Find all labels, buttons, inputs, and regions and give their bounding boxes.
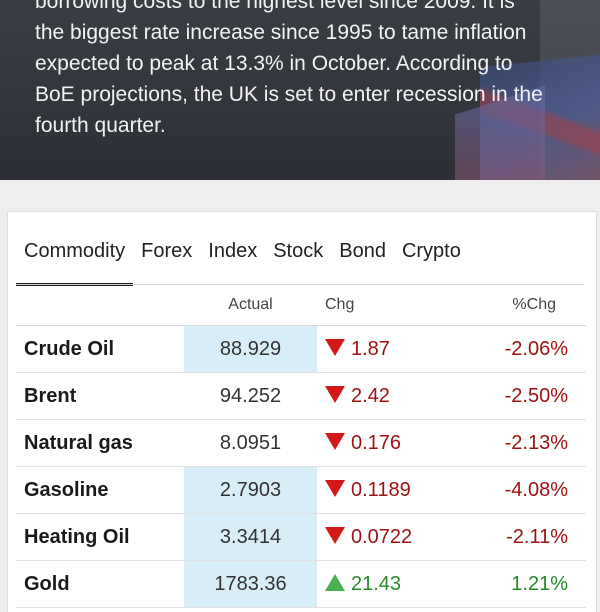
change-cell: 0.0722 [317, 513, 447, 561]
table-row[interactable]: Gasoline 2.7903 0.1189 -4.08% [16, 466, 586, 514]
change-value: 0.0722 [351, 525, 413, 548]
table-row[interactable]: Gold 1783.36 21.43 1.21% [16, 560, 586, 608]
down-arrow-icon [325, 526, 345, 544]
tab-forex[interactable]: Forex [141, 240, 193, 262]
header-actual: Actual [184, 285, 317, 326]
actual-price: 94.252 [184, 372, 317, 420]
percent-change: 1.21% [447, 560, 586, 608]
tab-index[interactable]: Index [208, 240, 258, 262]
actual-price: 8.0951 [184, 419, 317, 467]
percent-change: -2.06% [447, 325, 586, 373]
change-cell: 21.43 [317, 560, 447, 608]
table-row[interactable]: Brent 94.252 2.42 -2.50% [16, 372, 586, 420]
commodity-name[interactable]: Brent [16, 372, 184, 420]
change-cell: 2.42 [317, 372, 447, 420]
change-value: 1.87 [351, 337, 390, 360]
commodity-name[interactable]: Natural gas [16, 419, 184, 467]
article-line: borrowing costs to the highest level sin… [35, 0, 515, 13]
market-tabs: Commodity Forex Index Stock Bond Crypto [16, 230, 469, 286]
change-value: 21.43 [351, 572, 402, 595]
article-line: expected to peak at 13.3% in October. Ac… [35, 52, 513, 75]
actual-price: 2.7903 [184, 466, 317, 514]
actual-price: 1783.36 [184, 560, 317, 608]
percent-change: -2.50% [447, 372, 586, 420]
down-arrow-icon [325, 479, 345, 497]
tab-stock[interactable]: Stock [273, 240, 324, 262]
tabs-divider [16, 284, 584, 285]
up-arrow-icon [325, 573, 345, 591]
header-name [16, 285, 184, 326]
article-text: borrowing costs to the highest level sin… [35, 0, 575, 141]
table-row[interactable]: Heating Oil 3.3414 0.0722 -2.11% [16, 513, 586, 561]
change-value: 0.176 [351, 431, 402, 454]
table-row[interactable]: Natural gas 8.0951 0.176 -2.13% [16, 419, 586, 467]
down-arrow-icon [325, 432, 345, 450]
percent-change: -4.08% [447, 466, 586, 514]
actual-price: 88.929 [184, 325, 317, 373]
commodity-name[interactable]: Gold [16, 560, 184, 608]
article-hero-image: borrowing costs to the highest level sin… [0, 0, 600, 180]
percent-change: -2.11% [447, 513, 586, 561]
tab-crypto[interactable]: Crypto [401, 240, 461, 262]
quotes-table: Actual Chg %Chg Crude Oil 88.929 1.87 -2… [16, 285, 586, 608]
article-line: fourth quarter. [35, 114, 166, 137]
change-cell: 1.87 [317, 325, 447, 373]
tab-bond[interactable]: Bond [339, 240, 386, 262]
tab-commodity[interactable]: Commodity [16, 230, 134, 286]
commodity-name[interactable]: Crude Oil [16, 325, 184, 373]
actual-price: 3.3414 [184, 513, 317, 561]
change-cell: 0.1189 [317, 466, 447, 514]
header-pct-chg: %Chg [447, 285, 586, 326]
change-value: 0.1189 [351, 478, 411, 501]
down-arrow-icon [325, 338, 345, 356]
article-line: BoE projections, the UK is set to enter … [35, 83, 543, 106]
change-value: 2.42 [351, 384, 390, 407]
down-arrow-icon [325, 385, 345, 403]
market-quotes-widget: Commodity Forex Index Stock Bond Crypto … [7, 211, 597, 612]
article-line: the biggest rate increase since 1995 to … [35, 21, 527, 44]
commodity-name[interactable]: Gasoline [16, 466, 184, 514]
percent-change: -2.13% [447, 419, 586, 467]
commodity-name[interactable]: Heating Oil [16, 513, 184, 561]
table-header-row: Actual Chg %Chg [16, 285, 586, 326]
change-cell: 0.176 [317, 419, 447, 467]
header-chg: Chg [317, 285, 447, 326]
table-row[interactable]: Crude Oil 88.929 1.87 -2.06% [16, 325, 586, 373]
